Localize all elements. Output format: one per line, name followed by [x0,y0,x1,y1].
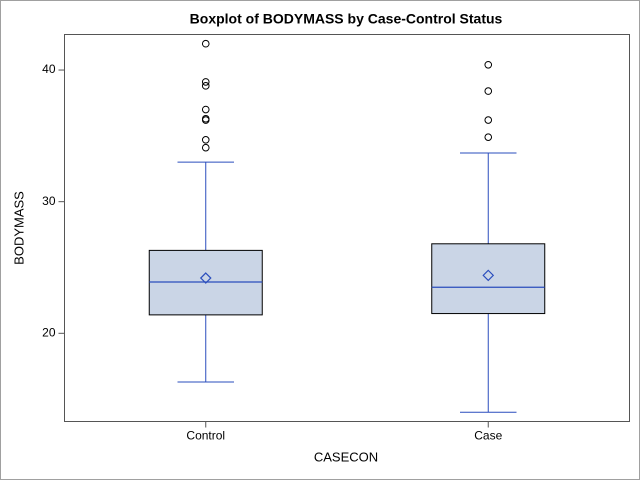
y-tick-label: 30 [42,194,56,208]
outlier [484,116,493,124]
outlier [484,60,493,69]
outlier [201,143,210,152]
y-axis-label: BODYMASS [11,191,26,265]
outlier [201,82,210,90]
y-tick-label: 20 [42,325,56,339]
outlier [201,136,210,144]
x-axis-label: CASECON [314,449,378,464]
outlier [201,105,210,114]
x-tick-label: Control [186,429,225,443]
mean-marker [482,269,495,282]
outlier [484,133,493,141]
x-tick-label: Case [474,429,502,443]
outlier [201,39,210,48]
plot-area [64,34,630,422]
outlier [201,78,210,86]
y-tick-label: 40 [42,62,56,76]
box [431,243,546,315]
chart-title: Boxplot of BODYMASS by Case-Control Stat… [190,11,503,27]
outlier [201,116,210,124]
mean-marker [199,272,212,284]
outlier [484,87,493,95]
